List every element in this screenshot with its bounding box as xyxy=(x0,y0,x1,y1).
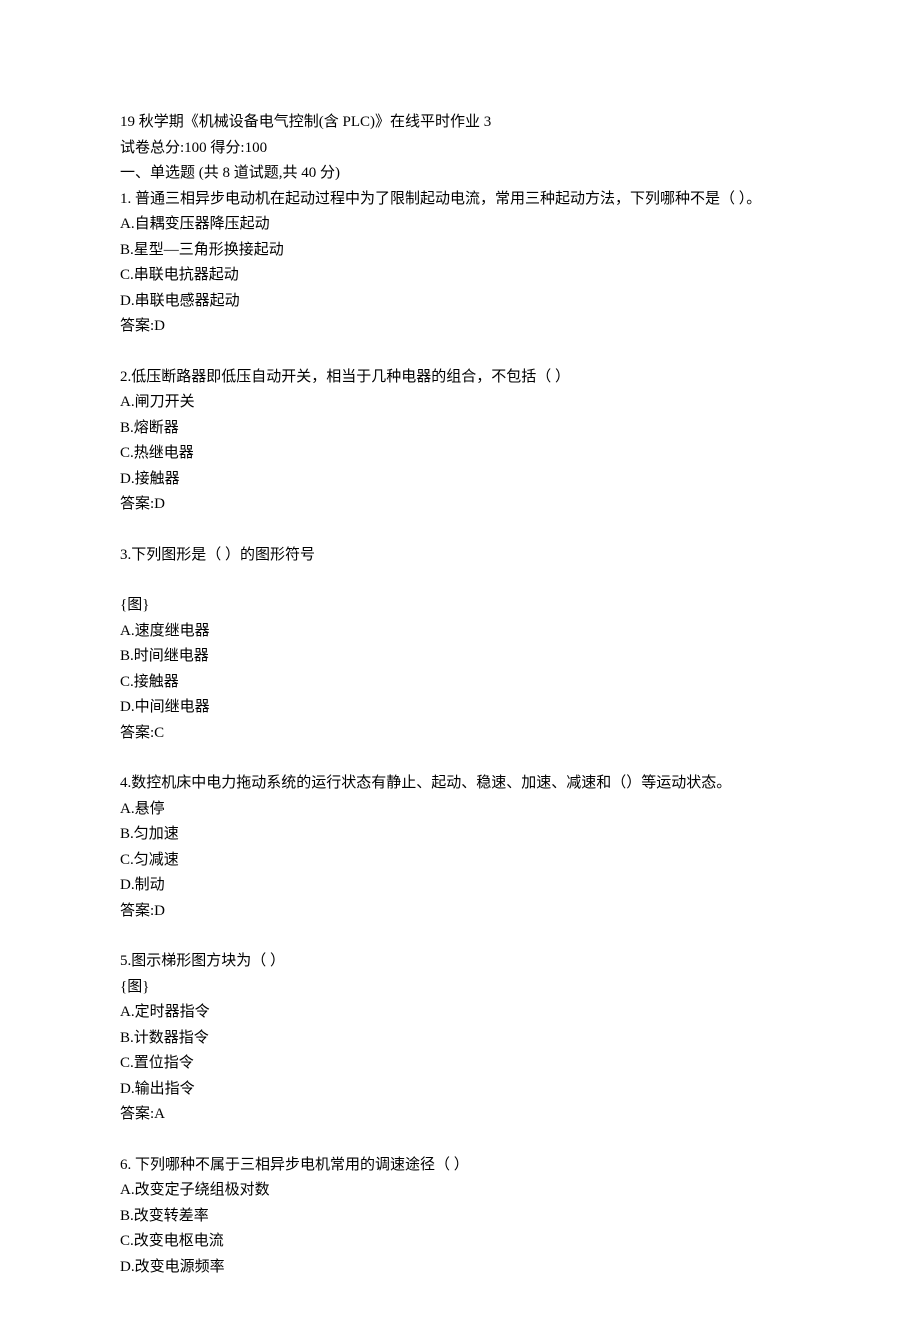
answer-line: 答案:C xyxy=(120,721,800,747)
spacer xyxy=(120,518,800,543)
option-b: B.时间继电器 xyxy=(120,644,800,670)
spacer xyxy=(120,924,800,949)
option-c: C.接触器 xyxy=(120,670,800,696)
option-c: C.置位指令 xyxy=(120,1051,800,1077)
document-header: 19 秋学期《机械设备电气控制(含 PLC)》在线平时作业 3 试卷总分:100… xyxy=(120,110,800,187)
question-stem: 1. 普通三相异步电动机在起动过程中为了限制起动电流，常用三种起动方法，下列哪种… xyxy=(120,187,800,213)
spacer xyxy=(120,340,800,365)
question-stem: 5.图示梯形图方块为（ ） xyxy=(120,949,800,975)
option-b: B.匀加速 xyxy=(120,822,800,848)
question-stem: 2.低压断路器即低压自动开关，相当于几种电器的组合，不包括（ ） xyxy=(120,365,800,391)
option-b: B.熔断器 xyxy=(120,416,800,442)
spacer xyxy=(120,746,800,771)
option-a: A.速度继电器 xyxy=(120,619,800,645)
option-a: A.悬停 xyxy=(120,797,800,823)
option-c: C.匀减速 xyxy=(120,848,800,874)
option-d: D.中间继电器 xyxy=(120,695,800,721)
option-d: D.输出指令 xyxy=(120,1077,800,1103)
question-stem: 6. 下列哪种不属于三相异步电机常用的调速途径（ ） xyxy=(120,1153,800,1179)
option-d: D.制动 xyxy=(120,873,800,899)
spacer xyxy=(120,1128,800,1153)
option-a: A.定时器指令 xyxy=(120,1000,800,1026)
option-c: C.串联电抗器起动 xyxy=(120,263,800,289)
answer-line: 答案:D xyxy=(120,314,800,340)
question-stem: 3.下列图形是（ ）的图形符号 xyxy=(120,543,800,569)
option-d: D.接触器 xyxy=(120,467,800,493)
option-b: B.计数器指令 xyxy=(120,1026,800,1052)
answer-line: 答案:D xyxy=(120,899,800,925)
option-d: D.串联电感器起动 xyxy=(120,289,800,315)
answer-line: 答案:D xyxy=(120,492,800,518)
question-2: 2.低压断路器即低压自动开关，相当于几种电器的组合，不包括（ ） A.闸刀开关 … xyxy=(120,365,800,518)
document-title: 19 秋学期《机械设备电气控制(含 PLC)》在线平时作业 3 xyxy=(120,110,800,136)
score-line: 试卷总分:100 得分:100 xyxy=(120,136,800,162)
option-b: B.星型—三角形换接起动 xyxy=(120,238,800,264)
option-c: C.改变电枢电流 xyxy=(120,1229,800,1255)
answer-line: 答案:A xyxy=(120,1102,800,1128)
section-title: 一、单选题 (共 8 道试题,共 40 分) xyxy=(120,161,800,187)
image-placeholder: {图} xyxy=(120,975,800,1001)
question-4: 4.数控机床中电力拖动系统的运行状态有静止、起动、稳速、加速、减速和（）等运动状… xyxy=(120,771,800,924)
question-5: 5.图示梯形图方块为（ ） {图} A.定时器指令 B.计数器指令 C.置位指令… xyxy=(120,949,800,1128)
option-a: A.闸刀开关 xyxy=(120,390,800,416)
question-3: 3.下列图形是（ ）的图形符号 {图} A.速度继电器 B.时间继电器 C.接触… xyxy=(120,543,800,747)
question-1: 1. 普通三相异步电动机在起动过程中为了限制起动电流，常用三种起动方法，下列哪种… xyxy=(120,187,800,340)
option-b: B.改变转差率 xyxy=(120,1204,800,1230)
option-c: C.热继电器 xyxy=(120,441,800,467)
image-placeholder: {图} xyxy=(120,593,800,619)
spacer xyxy=(120,568,800,593)
option-d: D.改变电源频率 xyxy=(120,1255,800,1281)
question-stem: 4.数控机床中电力拖动系统的运行状态有静止、起动、稳速、加速、减速和（）等运动状… xyxy=(120,771,800,797)
question-6: 6. 下列哪种不属于三相异步电机常用的调速途径（ ） A.改变定子绕组极对数 B… xyxy=(120,1153,800,1281)
option-a: A.自耦变压器降压起动 xyxy=(120,212,800,238)
